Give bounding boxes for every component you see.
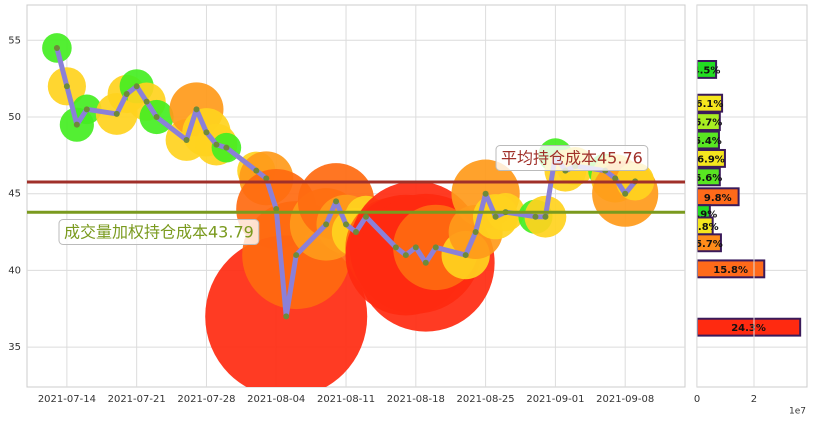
price-point bbox=[193, 106, 200, 113]
price-point bbox=[612, 175, 619, 182]
bar-label: 2.9% bbox=[690, 210, 718, 221]
bar-label: 4.5% bbox=[693, 65, 721, 76]
price-point bbox=[492, 213, 499, 220]
price-point bbox=[53, 44, 60, 51]
x-tick-label: 2021-08-11 bbox=[317, 394, 375, 405]
x-tick-label: 2021-09-01 bbox=[526, 394, 584, 405]
volume-bar bbox=[697, 259, 766, 279]
price-point bbox=[532, 213, 539, 220]
price-point bbox=[402, 252, 409, 259]
price-point bbox=[153, 113, 160, 120]
volume-bar bbox=[697, 167, 721, 187]
price-point bbox=[412, 244, 419, 251]
price-point bbox=[133, 83, 140, 90]
y-tick-label: 35 bbox=[8, 342, 21, 353]
bar-label: 5.4% bbox=[694, 136, 722, 147]
y-tick-label: 45 bbox=[8, 189, 21, 200]
volume-bar bbox=[697, 317, 802, 337]
price-point bbox=[183, 137, 190, 144]
price-point bbox=[482, 190, 489, 197]
price-point bbox=[422, 259, 429, 266]
y-tick-label: 40 bbox=[8, 265, 21, 276]
volume-bar bbox=[697, 148, 726, 168]
price-point bbox=[113, 110, 120, 117]
x-tick-label: 2021-08-18 bbox=[387, 394, 445, 405]
price-point bbox=[253, 167, 260, 174]
price-point bbox=[73, 121, 80, 128]
price-point bbox=[293, 252, 300, 259]
x-tick-label: 2021-07-21 bbox=[108, 394, 166, 405]
price-point bbox=[622, 190, 629, 197]
label-box bbox=[495, 145, 649, 171]
price-point bbox=[333, 198, 340, 205]
x-tick-label: 2021-08-04 bbox=[247, 394, 305, 405]
y-tick-label: 55 bbox=[8, 35, 21, 46]
price-point bbox=[353, 229, 359, 236]
x-tick-label: 0 bbox=[694, 394, 700, 405]
price-point bbox=[343, 221, 350, 228]
bar-label: 5.7% bbox=[695, 239, 723, 250]
bar-label: 6.9% bbox=[697, 154, 725, 165]
label-box bbox=[58, 219, 260, 245]
bar-label: 6.1% bbox=[696, 99, 724, 110]
x-tick-label: 2021-07-14 bbox=[38, 394, 96, 405]
price-point bbox=[223, 144, 230, 151]
price-point bbox=[323, 221, 330, 228]
bar-label: 9.8% bbox=[704, 193, 732, 204]
bar-label: 15.8% bbox=[713, 265, 748, 276]
y-tick-label: 50 bbox=[8, 112, 21, 123]
price-point bbox=[392, 244, 399, 251]
x-tick-label: 2 bbox=[751, 394, 757, 405]
volume-bar bbox=[697, 59, 718, 79]
price-point bbox=[203, 129, 210, 136]
bar-label: 24.3% bbox=[731, 323, 766, 334]
price-point bbox=[143, 98, 150, 105]
x-tick-label: 2021-07-28 bbox=[177, 394, 235, 405]
bar-label: 5.7% bbox=[695, 118, 723, 129]
volume-bar bbox=[697, 93, 724, 113]
price-point bbox=[542, 213, 549, 220]
price-point bbox=[362, 213, 369, 220]
reference-label: 成交量加权持仓成本43.79 bbox=[64, 223, 254, 242]
axis-offset-label: 1e7 bbox=[789, 407, 806, 417]
price-point bbox=[472, 229, 479, 236]
price-point bbox=[123, 90, 130, 97]
reference-label: 平均持仓成本45.76 bbox=[501, 149, 643, 168]
x-tick-label: 2021-09-08 bbox=[596, 394, 654, 405]
price-point bbox=[263, 175, 270, 182]
volume-bar bbox=[697, 112, 721, 132]
price-point bbox=[63, 83, 70, 90]
volume-bar bbox=[697, 233, 722, 253]
x-tick-label: 2021-08-25 bbox=[457, 394, 515, 405]
price-point bbox=[83, 106, 90, 113]
volume-bar bbox=[697, 187, 740, 207]
price-point bbox=[213, 141, 220, 148]
price-point bbox=[432, 244, 439, 251]
volume-bar bbox=[697, 130, 720, 150]
axes: 2021-07-14 2021-07-21 2021-07-28 2021-08-04… bbox=[8, 35, 806, 416]
price-point bbox=[462, 252, 469, 259]
price-point bbox=[283, 313, 290, 320]
bar-label: 5.6% bbox=[695, 173, 723, 184]
bar-label: 3.8% bbox=[691, 222, 719, 233]
side-area: 4.5% 6.1% 5.7% 5.4% 6.9% 5.6% 9.8% 2.9%3.8% 5.7%… bbox=[690, 5, 807, 387]
price-point bbox=[273, 206, 280, 213]
